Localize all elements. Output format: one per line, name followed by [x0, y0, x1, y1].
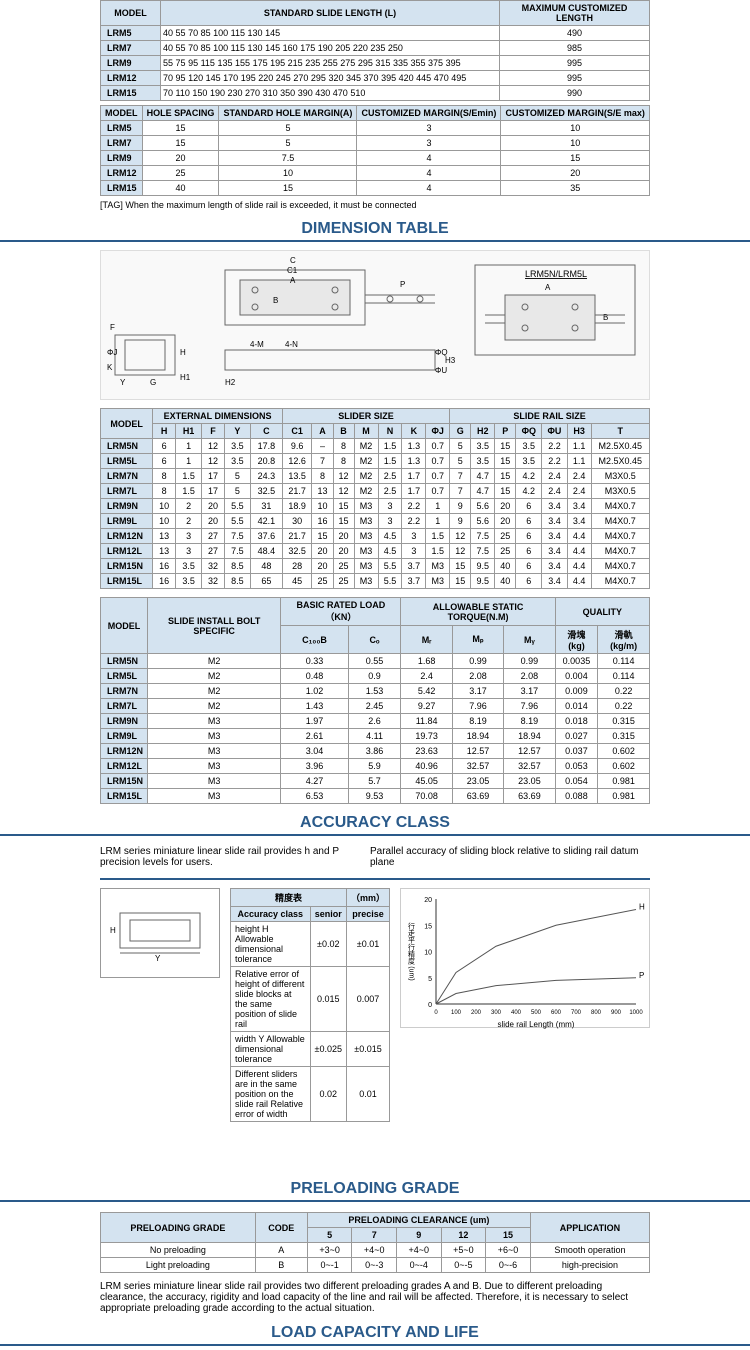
svg-text:H: H — [110, 926, 116, 935]
svg-text:900: 900 — [611, 1010, 622, 1016]
svg-text:B: B — [603, 313, 608, 322]
svg-text:200: 200 — [471, 1010, 482, 1016]
svg-text:C1: C1 — [287, 266, 298, 275]
svg-text:A: A — [290, 276, 296, 285]
standard-length-table: MODEL STANDARD SLIDE LENGTH (L) MAXIMUM … — [100, 0, 650, 101]
svg-text:H1: H1 — [180, 373, 191, 382]
section-preload: PRELOADING GRADE — [0, 1180, 750, 1202]
svg-text:4-M: 4-M — [250, 340, 264, 349]
svg-text:H: H — [180, 348, 186, 357]
svg-text:100: 100 — [451, 1010, 462, 1016]
dimension-diagram: F ΦJ K Y G H1 H C C1 A B P 4-M — [100, 250, 650, 400]
accuracy-intro: LRM series miniature linear slide rail p… — [100, 846, 350, 868]
accuracy-chart-title: Parallel accuracy of sliding block relat… — [370, 846, 650, 868]
svg-text:P: P — [400, 280, 405, 289]
svg-text:700: 700 — [571, 1010, 582, 1016]
svg-text:F: F — [110, 323, 115, 332]
svg-text:ΦU: ΦU — [435, 366, 447, 375]
note-tag: [TAG] When the maximum length of slide r… — [100, 200, 650, 210]
preload-table: PRELOADING GRADE CODE PRELOADING CLEARAN… — [100, 1212, 650, 1273]
svg-text:300: 300 — [491, 1010, 502, 1016]
load-table: MODEL SLIDE INSTALL BOLT SPECIFIC BASIC … — [100, 597, 650, 804]
svg-text:15: 15 — [424, 923, 432, 930]
col-lengths: STANDARD SLIDE LENGTH (L) — [161, 1, 500, 26]
table-row: LRM7 — [101, 41, 161, 56]
section-accuracy: ACCURACY CLASS — [0, 814, 750, 836]
svg-text:10: 10 — [424, 950, 432, 957]
svg-text:0: 0 — [434, 1010, 438, 1016]
svg-text:20: 20 — [424, 897, 432, 904]
svg-text:P: P — [639, 971, 644, 980]
table-row: LRM5 — [101, 26, 161, 41]
svg-text:ΦJ: ΦJ — [107, 348, 117, 357]
section-load: LOAD CAPACITY AND LIFE — [0, 1324, 750, 1346]
svg-text:4-N: 4-N — [285, 340, 298, 349]
svg-text:H2: H2 — [225, 378, 236, 387]
svg-text:A: A — [545, 283, 551, 292]
preload-note: LRM series miniature linear slide rail p… — [100, 1281, 650, 1314]
svg-text:H: H — [639, 903, 645, 912]
svg-text:H3: H3 — [445, 356, 456, 365]
table-row: LRM15 — [101, 86, 161, 101]
svg-text:slide rail Length (mm): slide rail Length (mm) — [498, 1020, 575, 1029]
svg-text:0: 0 — [428, 1002, 432, 1009]
svg-text:1000: 1000 — [629, 1010, 643, 1016]
svg-text:800: 800 — [591, 1010, 602, 1016]
table-row: LRM12 — [101, 71, 161, 86]
col-model: MODEL — [101, 1, 161, 26]
accuracy-diagram: H Y — [100, 888, 220, 978]
svg-text:5: 5 — [428, 976, 432, 983]
svg-text:400: 400 — [511, 1010, 522, 1016]
svg-text:Y: Y — [120, 378, 126, 387]
dimension-table: MODEL EXTERNAL DIMENSIONS SLIDER SIZE SL… — [100, 408, 650, 589]
svg-text:500: 500 — [531, 1010, 542, 1016]
svg-text:Y: Y — [155, 954, 161, 963]
svg-text:行走平行精度 (um): 行走平行精度 (um) — [408, 921, 416, 980]
svg-text:600: 600 — [551, 1010, 562, 1016]
svg-text:B: B — [273, 296, 278, 305]
svg-text:C: C — [290, 256, 296, 265]
page-container: MODEL STANDARD SLIDE LENGTH (L) MAXIMUM … — [0, 0, 750, 210]
svg-text:K: K — [107, 363, 113, 372]
svg-text:G: G — [150, 378, 156, 387]
col-max: MAXIMUM CUSTOMIZED LENGTH — [500, 1, 650, 26]
accuracy-table: 精度表（mm） Accuracy classseniorprecise heig… — [230, 888, 390, 1122]
diagram-label: LRM5N/LRM5L — [525, 269, 587, 279]
diagram-svg: F ΦJ K Y G H1 H C C1 A B P 4-M — [105, 255, 645, 395]
hole-spacing-table: MODELHOLE SPACINGSTANDARD HOLE MARGIN(A)… — [100, 105, 650, 196]
accuracy-chart: 0510152001002003004005006007008009001000… — [400, 888, 650, 1028]
table-row: LRM9 — [101, 56, 161, 71]
section-dimension: DIMENSION TABLE — [0, 220, 750, 242]
